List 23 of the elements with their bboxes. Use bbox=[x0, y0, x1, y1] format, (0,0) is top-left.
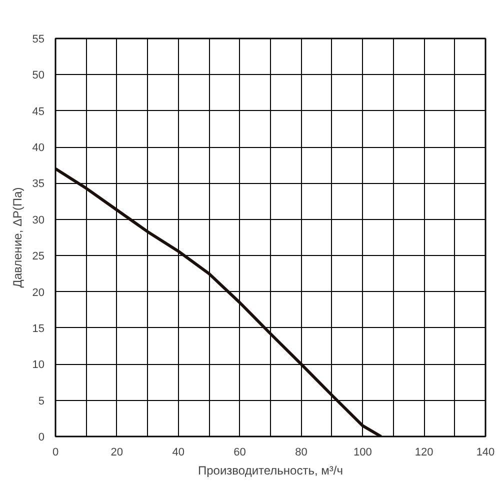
y-tick-label: 15 bbox=[32, 322, 45, 335]
y-tick-label: 45 bbox=[32, 106, 45, 118]
y-tick-label: 0 bbox=[38, 432, 45, 444]
x-tick-label: 40 bbox=[172, 446, 184, 458]
x-tick-label: 60 bbox=[234, 446, 246, 458]
y-tick-label: 30 bbox=[32, 214, 45, 226]
y-tick-label: 55 bbox=[32, 34, 45, 46]
y-tick-label: 25 bbox=[32, 250, 45, 263]
y-tick-label: 10 bbox=[32, 359, 45, 372]
y-tick-label: 5 bbox=[38, 395, 45, 408]
x-tick-label: 120 bbox=[414, 446, 434, 458]
y-tick-label: 35 bbox=[32, 178, 45, 190]
line-series bbox=[56, 167, 383, 436]
x-tick-label: 0 bbox=[52, 446, 59, 458]
y-tick-label: 40 bbox=[32, 142, 45, 154]
x-tick-label: 80 bbox=[295, 446, 308, 458]
y-tick-label: 20 bbox=[32, 286, 45, 299]
y-tick-label: 50 bbox=[32, 70, 45, 82]
y-axis-title: Давление, ΔP(Па) bbox=[10, 187, 24, 288]
x-tick-label: 100 bbox=[353, 446, 372, 458]
x-tick-label: 140 bbox=[476, 446, 495, 458]
x-tick-label: 20 bbox=[110, 446, 124, 458]
x-axis-title: Производительность, м³/ч bbox=[198, 464, 343, 478]
